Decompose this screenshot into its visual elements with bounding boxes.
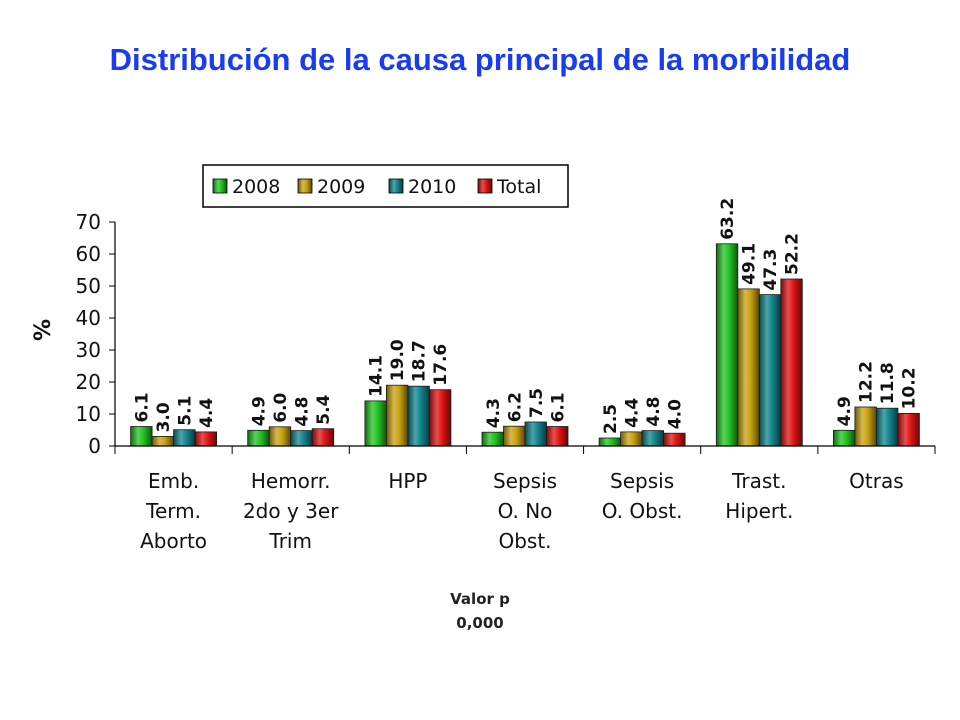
data-label: 11.8 — [878, 362, 898, 404]
bar-2008-3 — [481, 431, 504, 447]
legend-swatch-2010 — [388, 178, 404, 194]
data-label: 6.2 — [505, 392, 525, 422]
data-label: 4.4 — [622, 398, 642, 428]
bar-total-1 — [311, 428, 335, 447]
legend-label-2008: 2008 — [232, 176, 280, 198]
data-label: 5.1 — [175, 396, 195, 426]
x-tick-label: Sepsis — [493, 469, 557, 493]
legend-swatch-2008 — [212, 178, 228, 194]
x-tick-label: HPP — [388, 469, 427, 493]
data-label: 4.9 — [835, 396, 855, 426]
data-label: 4.8 — [644, 396, 664, 426]
bar-2010-5 — [758, 294, 782, 447]
bar-2008-0 — [130, 426, 153, 447]
x-tick-label: Emb. — [148, 469, 199, 493]
bar-2008-1 — [247, 429, 270, 447]
bar-total-0 — [194, 431, 218, 447]
bar-2009-2 — [385, 384, 409, 447]
bar-2008-5 — [715, 243, 739, 447]
axis-layer: Emb. Term. Aborto Hemorr. 2do y 3er Trim HPP Se… — [31, 210, 936, 553]
y-tick-label: 30 — [76, 338, 101, 362]
x-tick-label: Hemorr. — [251, 469, 331, 493]
data-label: 14.1 — [367, 355, 387, 397]
bar-2009-5 — [737, 288, 760, 447]
data-label: 4.0 — [665, 399, 685, 429]
data-label: 6.1 — [132, 392, 152, 422]
x-tick-label: Sepsis — [610, 469, 674, 493]
data-label: 4.4 — [197, 398, 217, 428]
x-tick-label: Trast. — [731, 469, 786, 493]
bar-2008-2 — [364, 400, 387, 447]
y-tick-label: 40 — [76, 306, 101, 330]
bar-2009-0 — [151, 435, 175, 447]
y-tick-label: 20 — [76, 370, 101, 394]
data-label: 47.3 — [761, 249, 781, 291]
x-tick-label: Hipert. — [725, 499, 793, 523]
data-label: 4.8 — [293, 396, 313, 426]
page-title: Distribución de la causa principal de la… — [109, 42, 851, 77]
data-labels-layer: 6.1 3.0 5.1 4.4 4.9 6.0 4.8 5.414.1 19.0 18.7 17.6… — [132, 198, 919, 434]
data-label: 63.2 — [718, 198, 738, 240]
data-label: 49.1 — [740, 243, 760, 285]
data-label: 7.5 — [527, 388, 547, 418]
bar-total-2 — [428, 389, 452, 447]
data-label: 4.9 — [250, 396, 270, 426]
bar-2010-6 — [876, 407, 899, 447]
bar-total-6 — [897, 412, 920, 447]
data-label: 52.2 — [783, 233, 803, 275]
legend-label-total: Total — [496, 176, 541, 198]
bar-2010-3 — [524, 421, 547, 447]
bar-2008-6 — [833, 429, 856, 447]
x-tick-label: Obst. — [498, 529, 551, 553]
legend-label-2009: 2009 — [317, 176, 365, 198]
bars-layer — [130, 243, 920, 447]
legend: 2008 2009 2010 Total — [202, 164, 569, 208]
data-label: 19.0 — [388, 339, 408, 381]
bar-2008-4 — [598, 437, 621, 447]
data-label: 3.0 — [154, 402, 174, 432]
y-tick-label: 0 — [88, 434, 101, 458]
data-label: 12.2 — [857, 361, 877, 403]
y-tick-label: 50 — [76, 274, 101, 298]
bar-total-4 — [663, 432, 686, 447]
x-tick-label: Otras — [849, 469, 903, 493]
bar-2009-4 — [620, 431, 643, 447]
bar-total-5 — [780, 278, 803, 447]
p-value-value: 0,000 — [456, 614, 504, 632]
legend-box — [202, 164, 569, 208]
p-value-label: Valor p — [450, 590, 510, 608]
y-tick-label: 10 — [76, 402, 101, 426]
y-tick-label: 70 — [76, 210, 101, 234]
data-label: 6.0 — [271, 393, 291, 423]
x-tick-label: 2do y 3er — [243, 499, 339, 523]
x-tick-label: Term. — [145, 499, 201, 523]
x-tick-label: Trim — [268, 529, 312, 553]
data-label: 4.3 — [484, 398, 504, 428]
bar-2010-4 — [641, 430, 664, 447]
data-label: 2.5 — [601, 404, 621, 434]
legend-label-2010: 2010 — [408, 176, 456, 198]
data-label: 18.7 — [410, 340, 430, 382]
x-tick-label: O. Obst. — [602, 499, 683, 523]
bar-2009-3 — [503, 425, 526, 447]
legend-swatch-total — [477, 178, 493, 194]
data-label: 10.2 — [900, 367, 920, 409]
x-tick-label: Aborto — [140, 529, 207, 553]
data-label: 5.4 — [314, 394, 334, 424]
y-axis-title: % — [31, 319, 56, 341]
bar-2009-6 — [854, 406, 877, 447]
bar-2010-2 — [407, 385, 430, 447]
legend-swatch-2009 — [297, 178, 313, 194]
bar-total-3 — [546, 426, 569, 447]
data-label: 6.1 — [548, 392, 568, 422]
x-tick-label: O. No — [498, 499, 553, 523]
bar-2010-1 — [290, 430, 313, 447]
bar-2010-0 — [173, 429, 196, 447]
bar-2009-1 — [268, 426, 292, 447]
y-tick-label: 60 — [76, 242, 101, 266]
data-label: 17.6 — [431, 344, 451, 386]
